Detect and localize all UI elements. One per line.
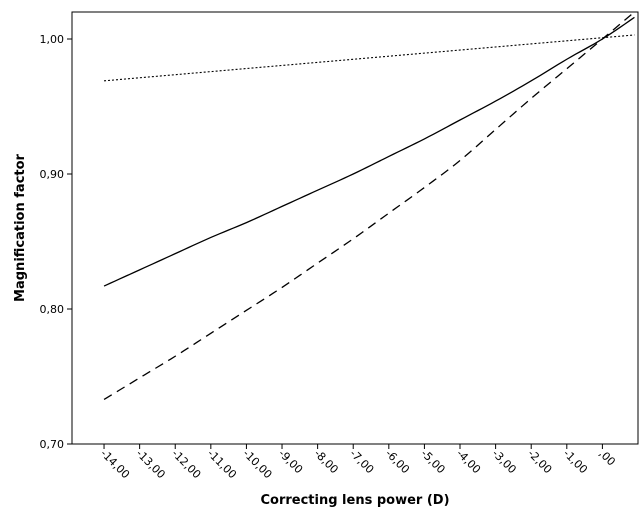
y-axis-ticks: 0,70 0,80 0,90 1,00 (40, 33, 72, 451)
x-tick-label: -5,00 (418, 447, 447, 476)
y-tick-label: 0,90 (40, 168, 65, 181)
series-layer (103, 11, 635, 401)
x-tick-label: -11,00 (205, 447, 239, 481)
x-tick-label: -6,00 (383, 447, 412, 476)
x-tick-label: -2,00 (525, 447, 554, 476)
y-tick-label: 0,70 (40, 438, 65, 451)
y-tick-label: 0,80 (40, 303, 65, 316)
x-tick-label: -12,00 (169, 447, 203, 481)
x-tick-label: -4,00 (454, 447, 483, 476)
x-tick-label: -7,00 (347, 447, 376, 476)
x-tick-label: -14,00 (98, 447, 132, 481)
x-tick-label: -1,00 (561, 447, 590, 476)
x-tick-label: -13,00 (134, 447, 168, 481)
x-tick-label: -3,00 (489, 447, 518, 476)
series-line-dotted (103, 34, 635, 82)
x-tick-label: ,00 (596, 447, 618, 469)
x-tick-label: -10,00 (240, 447, 274, 481)
y-tick-label: 1,00 (40, 33, 65, 46)
plot-frame (71, 11, 639, 445)
series-line-solid (103, 16, 635, 287)
x-axis-ticks: -14,00 -13,00 -12,00 -11,00 -10,00 -9,00 -8,00… (98, 444, 618, 481)
x-tick-label: -8,00 (312, 447, 341, 476)
x-axis-label: Correcting lens power (D) (260, 493, 449, 508)
y-axis-label: Magnification factor (13, 153, 28, 302)
series-line-dashed (103, 11, 635, 401)
x-tick-label: -9,00 (276, 447, 305, 476)
